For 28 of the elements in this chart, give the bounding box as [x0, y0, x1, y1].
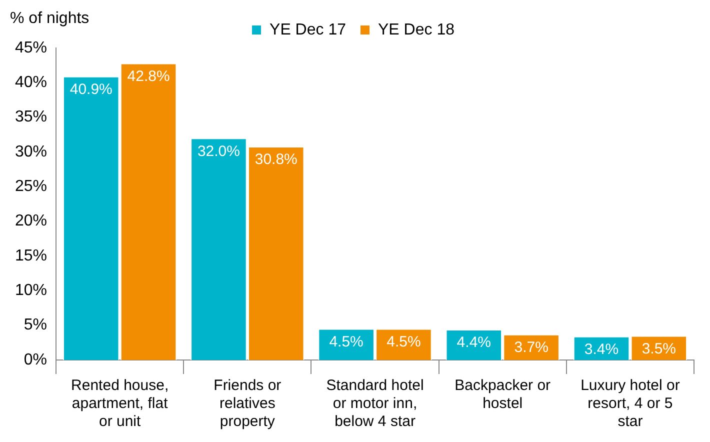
data-label: 40.9%	[70, 81, 112, 98]
legend-label: YE Dec 18	[378, 21, 455, 38]
y-tick-label: 10%	[14, 282, 48, 300]
y-axis-title: % of nights	[10, 10, 90, 28]
y-tick-label: 15%	[14, 247, 48, 264]
data-label: 32.0%	[197, 142, 240, 160]
y-tick-label: 5%	[24, 316, 48, 334]
x-tick-label: Standard hotel or motor inn, below 4 star	[326, 377, 424, 430]
data-label: 4.5%	[386, 333, 421, 350]
data-label: 3.7%	[514, 338, 548, 356]
y-tick-label: 45%	[14, 39, 48, 56]
x-tick-label: Backpacker or hostel	[454, 377, 551, 412]
data-label: 4.4%	[456, 334, 491, 352]
x-tick-label: Rented house, apartment, flat or unit	[71, 377, 169, 430]
data-label: 3.4%	[584, 341, 619, 358]
data-label: 30.8%	[254, 151, 298, 168]
y-tick-label: 40%	[14, 74, 48, 92]
legend-label: YE Dec 17	[270, 21, 346, 38]
data-label: 4.5%	[329, 333, 364, 350]
y-tick-label: 0%	[24, 351, 48, 368]
y-tick-label: 25%	[14, 178, 48, 196]
x-tick-label: Luxury hotel or resort, 4 or 5 star	[580, 377, 680, 430]
y-tick-label: 20%	[14, 212, 48, 230]
x-tick-label: Friends or relatives property	[214, 377, 282, 430]
data-label: 3.5%	[642, 340, 676, 358]
y-tick-label: 35%	[14, 108, 48, 126]
y-tick-label: 30%	[14, 143, 48, 160]
data-label: 42.8%	[127, 68, 170, 85]
